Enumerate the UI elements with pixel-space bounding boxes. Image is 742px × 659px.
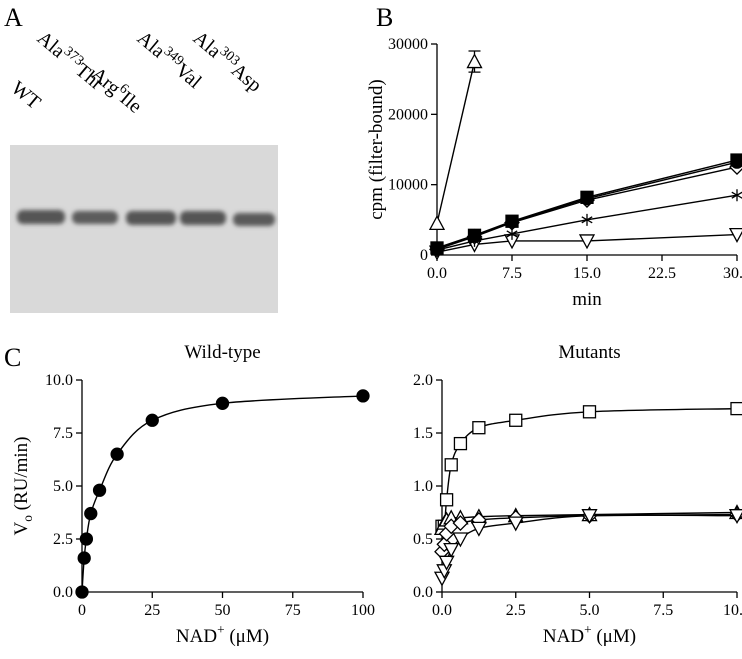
x-tick-label: 22.5 xyxy=(648,265,676,282)
lane-label-part: WT xyxy=(7,77,45,114)
chart-title: Wild-type xyxy=(184,342,260,363)
x-tick-label: 7.5 xyxy=(653,602,673,619)
band xyxy=(72,211,118,224)
marker xyxy=(581,213,593,226)
marker xyxy=(430,241,444,255)
x-tick-label: 50 xyxy=(215,602,231,619)
x-axis-label-part: (μM) xyxy=(592,626,637,647)
marker xyxy=(467,228,482,242)
marker xyxy=(581,509,598,525)
chart-title: Mutants xyxy=(558,342,620,363)
x-axis-label-sup: + xyxy=(584,622,592,637)
x-tick-label: 0 xyxy=(78,602,86,619)
y-tick-label: 0.5 xyxy=(413,531,433,548)
gel-bands xyxy=(17,210,275,226)
marker xyxy=(578,234,596,250)
x-tick-label: 30.0 xyxy=(723,265,742,282)
panel-label: C xyxy=(4,343,21,372)
marker xyxy=(77,551,91,565)
lane-label: Ala303Asp xyxy=(189,25,267,96)
marker xyxy=(145,413,159,427)
y-tick-label: 2.5 xyxy=(53,531,73,548)
x-axis-label-part: (μM) xyxy=(225,626,270,647)
x-axis-label-sup: + xyxy=(217,622,225,637)
x-tick-label: 7.5 xyxy=(502,265,522,282)
y-tick-label: 1.0 xyxy=(413,478,433,495)
band xyxy=(17,210,65,224)
series-line xyxy=(81,395,364,593)
marker xyxy=(730,401,742,416)
x-tick-label: 10.0 xyxy=(723,602,742,619)
marker xyxy=(439,493,454,507)
marker xyxy=(428,214,446,230)
marker xyxy=(505,214,519,228)
y-tick-label: 30000 xyxy=(388,36,428,53)
y-tick-label: 0 xyxy=(420,247,428,264)
marker xyxy=(730,153,742,167)
marker xyxy=(470,521,487,537)
marker xyxy=(452,532,469,548)
x-axis-label-part: NAD xyxy=(543,626,584,647)
marker xyxy=(443,542,460,558)
marker xyxy=(79,532,94,546)
gel-image xyxy=(10,145,278,313)
series-line xyxy=(441,514,738,579)
marker xyxy=(731,189,742,202)
marker xyxy=(356,389,370,403)
marker xyxy=(580,190,594,204)
marker xyxy=(75,585,89,599)
y-tick-label: 10.0 xyxy=(45,372,73,389)
y-axis-label-sub: o xyxy=(20,515,35,522)
series-line xyxy=(436,61,476,224)
marker xyxy=(452,515,469,532)
marker xyxy=(84,506,98,521)
y-axis-label: Vo (RU/min) xyxy=(11,436,35,535)
band xyxy=(233,213,275,226)
x-tick-label: 25 xyxy=(144,602,160,619)
y-tick-label: 0.0 xyxy=(53,584,73,601)
x-axis-label-part: NAD xyxy=(176,626,217,647)
x-axis-label: NAD+ (μM) xyxy=(543,622,636,647)
y-axis-label: cpm (filter-bound) xyxy=(366,79,387,220)
y-tick-label: 7.5 xyxy=(53,425,73,442)
band xyxy=(126,211,176,225)
x-axis-label: min xyxy=(572,289,602,310)
y-tick-label: 5.0 xyxy=(53,478,73,495)
y-tick-label: 2.0 xyxy=(413,372,433,389)
marker xyxy=(110,447,124,461)
x-tick-label: 0.0 xyxy=(432,602,452,619)
panel-label: B xyxy=(376,3,393,32)
y-tick-label: 1.5 xyxy=(413,425,433,442)
x-tick-label: 0.0 xyxy=(427,265,447,282)
marker xyxy=(215,396,230,410)
x-axis-label: NAD+ (μM) xyxy=(176,622,269,647)
x-tick-label: 5.0 xyxy=(580,602,600,619)
y-tick-label: 20000 xyxy=(388,106,428,123)
marker xyxy=(728,509,742,525)
marker xyxy=(507,516,524,532)
marker xyxy=(582,405,597,419)
panel-label: A xyxy=(4,3,23,32)
y-axis-label-part: (RU/min) xyxy=(11,436,32,515)
x-tick-label: 2.5 xyxy=(506,602,526,619)
marker xyxy=(466,53,483,69)
marker xyxy=(472,421,486,435)
x-tick-label: 75 xyxy=(285,602,301,619)
marker xyxy=(509,413,523,427)
marker xyxy=(453,436,468,451)
y-axis-label-part: V xyxy=(11,522,32,536)
x-tick-label: 15.0 xyxy=(573,265,601,282)
marker xyxy=(438,555,455,571)
lane-label: WT xyxy=(7,77,45,114)
marker xyxy=(92,483,107,497)
marker xyxy=(444,458,458,472)
y-tick-label: 10000 xyxy=(388,177,428,194)
x-tick-label: 100 xyxy=(351,602,375,619)
y-tick-label: 0.0 xyxy=(413,584,433,601)
marker xyxy=(728,227,742,243)
band xyxy=(180,211,226,225)
